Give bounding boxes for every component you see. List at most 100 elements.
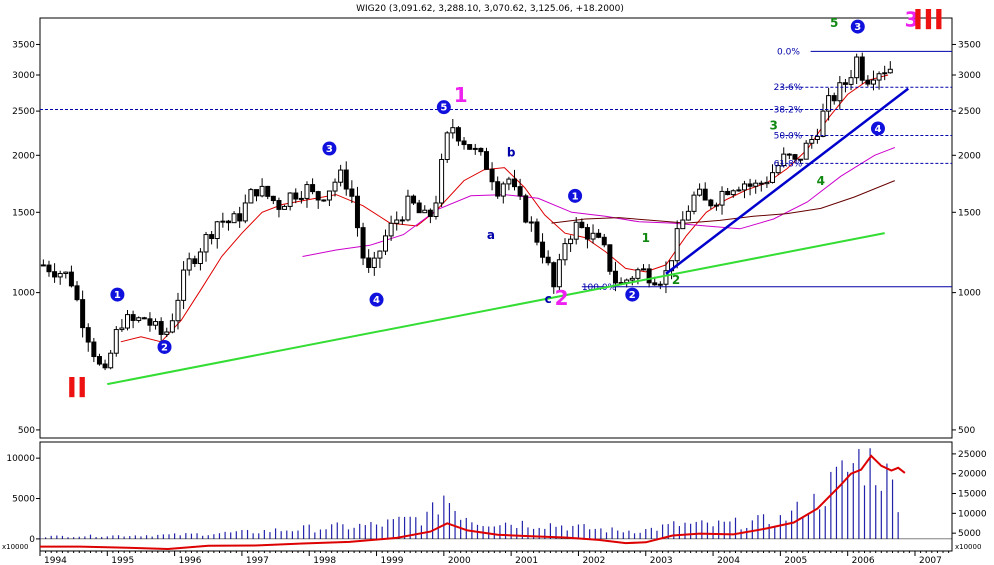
candle-up: [697, 188, 703, 196]
candle-down: [792, 154, 798, 160]
y-tick-label-left: 3000: [12, 71, 35, 81]
candle-up: [450, 127, 456, 134]
candle-down: [478, 147, 484, 153]
candle-up: [439, 158, 445, 204]
candle-up: [214, 221, 220, 240]
candle-down: [74, 285, 80, 301]
candle-up: [63, 271, 69, 275]
candle-up: [338, 169, 344, 183]
x-tick-label: 2007: [919, 556, 942, 565]
candle-up: [809, 139, 815, 144]
candle-up: [736, 189, 742, 192]
volume-tick-label-left: 10000: [6, 454, 35, 464]
candle-down: [607, 244, 613, 272]
candle-up: [629, 277, 635, 281]
candle-up: [444, 132, 450, 160]
x-tick-label: 2001: [515, 556, 538, 565]
candle-down: [612, 270, 618, 284]
wave-marker-circle: [110, 287, 125, 302]
wave-annotation: 3: [769, 118, 777, 132]
candle-down: [225, 220, 231, 224]
candle-down: [747, 183, 753, 187]
candle-up: [259, 185, 265, 197]
candle-down: [842, 82, 848, 85]
wave-annotation: II: [67, 371, 88, 404]
candle-up: [814, 135, 820, 141]
candles-layer: [40, 52, 893, 371]
candle-down: [276, 200, 282, 210]
candle-up: [399, 219, 405, 222]
y-tick-label-right: 3500: [958, 40, 981, 50]
y-tick-label-right: 2000: [958, 151, 981, 161]
candle-down: [147, 318, 153, 326]
wave-annotation: 1: [454, 83, 468, 107]
candle-up: [803, 142, 809, 160]
candle-down: [461, 140, 467, 146]
y-tick-label-left: 1500: [12, 208, 35, 218]
volume-tick-label-left: 0: [29, 535, 35, 545]
candle-up: [506, 178, 512, 185]
wave-marker-label: 3: [326, 144, 333, 155]
candle-up: [674, 228, 680, 262]
candle-down: [545, 256, 551, 264]
candle-up: [326, 190, 332, 201]
x-tick-label: 1998: [313, 556, 336, 565]
candle-up: [848, 77, 854, 85]
candle-up: [820, 110, 826, 137]
candle-down: [96, 356, 102, 365]
candle-down: [523, 195, 529, 223]
y-tick-label-left: 3500: [12, 40, 35, 50]
candle-down: [52, 271, 58, 278]
candle-up: [870, 79, 876, 85]
wave-marker-circle: [625, 287, 640, 302]
candle-down: [209, 234, 215, 240]
x-tick-label: 1997: [246, 556, 269, 565]
candle-down: [237, 213, 243, 222]
wave-marker-circle: [436, 100, 451, 115]
x-tick-label: 1999: [381, 556, 404, 565]
x-tick-label: 2005: [784, 556, 807, 565]
candle-up: [680, 219, 686, 230]
candle-up: [394, 219, 400, 224]
y-tick-label-left: 2000: [12, 151, 35, 161]
candle-down: [584, 227, 590, 240]
sma-long: [551, 180, 895, 224]
wave-annotation: 5: [830, 16, 838, 30]
y-tick-label-right: 500: [958, 426, 975, 436]
candle-up: [220, 220, 226, 223]
candle-up: [691, 194, 697, 212]
frame-layer: [39, 17, 953, 552]
candle-down: [725, 190, 731, 196]
fib-level-label: 50.0%: [774, 132, 803, 142]
x-tick-label: 2003: [650, 556, 673, 565]
y-tick-label-left: 500: [18, 426, 35, 436]
candle-up: [657, 283, 663, 286]
wave-marker-circle: [870, 121, 885, 136]
wave-marker-circle: [850, 19, 865, 34]
candle-down: [265, 185, 271, 197]
candle-up: [108, 352, 114, 369]
wave-marker-circle: [322, 141, 337, 156]
wave-annotation: III: [913, 3, 944, 36]
wave-marker-circle: [369, 292, 384, 307]
candle-down: [467, 144, 473, 150]
volume-tick-label-right: 15000: [958, 490, 987, 500]
x-tick-label: 2002: [582, 556, 605, 565]
candle-up: [136, 317, 142, 321]
candle-down: [343, 169, 349, 190]
fib-level-label: 61.8%: [774, 159, 803, 169]
wave-annotation: 2: [555, 286, 569, 310]
candle-down: [366, 257, 372, 268]
candle-down: [141, 317, 147, 320]
candle-up: [887, 68, 893, 74]
candle-down: [551, 262, 557, 288]
wave-annotation: b: [507, 145, 516, 159]
candle-down: [579, 221, 585, 229]
trend-and-fib-layer: 0.0%23.6%38.2%50.0%61.8%100.0%: [40, 47, 952, 386]
candle-up: [164, 331, 170, 335]
candle-down: [702, 188, 708, 201]
candle-down: [489, 168, 495, 183]
candle-up: [405, 195, 411, 221]
candle-up: [568, 238, 574, 245]
